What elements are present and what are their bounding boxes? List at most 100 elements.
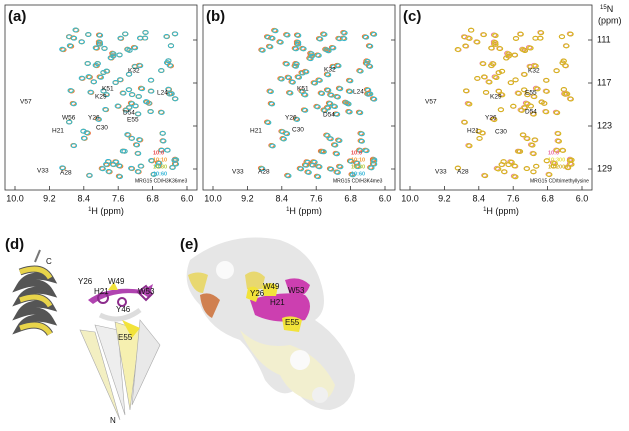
nmr-peak: [505, 162, 512, 167]
x-tick-label: 6.8: [344, 193, 357, 203]
x-tick-label: 10.0: [401, 193, 419, 203]
nmr-peak: [117, 35, 124, 41]
nmr-peak: [315, 53, 322, 58]
nmr-peak: [511, 52, 519, 58]
nmr-peak: [172, 96, 179, 102]
x-axis-label-text: H (ppm): [91, 206, 124, 216]
nmr-peak: [311, 80, 319, 86]
nmr-peak: [269, 143, 276, 149]
residue-label: W53: [138, 287, 155, 296]
x-tick-label: 9.2: [43, 193, 56, 203]
nmr-peak: [495, 166, 502, 172]
nmr-peak: [554, 110, 561, 116]
nmr-peak: [96, 39, 103, 45]
panel-label: (a): [8, 8, 26, 25]
nmr-peak: [343, 100, 350, 106]
nmr-peak: [72, 27, 79, 33]
y-tick-label: 123: [597, 120, 612, 130]
y-axis-label-sup: 15: [600, 5, 607, 11]
residue-label: H21: [467, 128, 479, 135]
nmr-peak: [462, 43, 469, 49]
nmr-peak: [334, 170, 341, 175]
x-tick-label: 6.0: [379, 193, 392, 203]
nmr-peak: [124, 132, 131, 137]
ratio-legend: 10:2000: [548, 164, 568, 170]
ratio-legend: 10:0: [153, 150, 164, 156]
residue-label: Y26: [485, 115, 497, 122]
residue-label: E55: [285, 318, 300, 327]
nmr-peak: [521, 105, 528, 111]
nmr-peak: [137, 63, 144, 69]
nmr-peak: [537, 30, 545, 36]
nmr-peak: [279, 129, 286, 135]
nmr-peak: [364, 59, 371, 64]
nmr-peak: [289, 79, 296, 85]
residue-label: C30: [96, 125, 108, 132]
residue-label: W49: [108, 277, 125, 286]
nmr-peak: [462, 88, 470, 94]
panel-caption: MRG15 CD/trimethyllysine: [530, 178, 589, 184]
residue-label: Y26: [250, 289, 265, 298]
nmr-peak: [495, 88, 503, 94]
nmr-peak: [524, 92, 531, 98]
residue-label: V33: [435, 169, 447, 176]
nmr-peak: [307, 56, 314, 62]
nmr-peak: [367, 43, 374, 49]
nmr-peak: [532, 35, 539, 41]
nmr-peak: [366, 64, 374, 69]
x-axis-label: 1H (ppm): [88, 206, 124, 216]
residue-label: Y46: [116, 305, 131, 314]
residue-label: A28: [457, 169, 469, 176]
nmr-peak: [492, 33, 499, 39]
nmr-peak: [560, 58, 567, 64]
residue-label: D54: [525, 109, 537, 116]
x-axis-label-text: H (ppm): [289, 206, 322, 216]
nmr-peak: [346, 89, 354, 95]
x-axis-label: 1H (ppm): [286, 206, 322, 216]
x-tick-label: 7.6: [507, 193, 520, 203]
residue-label: E55: [118, 333, 133, 342]
nmr-peak: [293, 117, 301, 122]
nmr-peak: [323, 47, 330, 53]
nmr-peak: [553, 68, 560, 74]
nmr-peak: [346, 109, 353, 115]
residue-label: H21: [94, 287, 109, 296]
nmr-peak: [305, 170, 312, 175]
nmr-peak: [512, 36, 520, 41]
panel-frame: [202, 4, 396, 191]
nmr-peak: [520, 47, 527, 53]
nmr-peak: [67, 88, 74, 93]
nmr-peak: [524, 136, 531, 142]
residue-label: W56: [62, 115, 76, 122]
nmr-peak: [299, 89, 306, 95]
x-tick-label: 10.0: [204, 193, 222, 203]
nmr-peak: [166, 91, 174, 97]
residue-label: N: [110, 416, 116, 425]
panel-label: (e): [180, 236, 198, 253]
residue-label: K32: [324, 67, 336, 74]
nmr-peak: [78, 75, 85, 81]
nmr-peak: [567, 31, 574, 37]
nmr-peak: [122, 31, 129, 37]
residue-label: H21: [52, 128, 64, 135]
ratio-legend: 10:30: [351, 164, 365, 170]
nmr-peak: [154, 163, 162, 169]
residue-label: D54: [123, 110, 135, 117]
x-tick-label: 9.2: [438, 193, 451, 203]
nmr-peak: [295, 33, 302, 38]
nmr-peak: [314, 104, 321, 110]
nmr-peak: [164, 147, 171, 153]
nmr-peak: [85, 74, 92, 79]
nmr-peak: [532, 63, 539, 69]
ratio-legend: 10:10: [351, 157, 365, 163]
nmr-peak: [101, 46, 108, 51]
nmr-peak: [365, 91, 372, 97]
nmr-peak: [488, 45, 495, 51]
nmr-peak: [87, 89, 94, 95]
nmr-peak: [259, 166, 266, 172]
nmr-peak: [100, 88, 107, 94]
nmr-peak: [530, 111, 537, 117]
y-tick-label: 129: [597, 163, 612, 173]
nmr-peak: [165, 86, 172, 92]
nmr-peak: [524, 101, 531, 107]
